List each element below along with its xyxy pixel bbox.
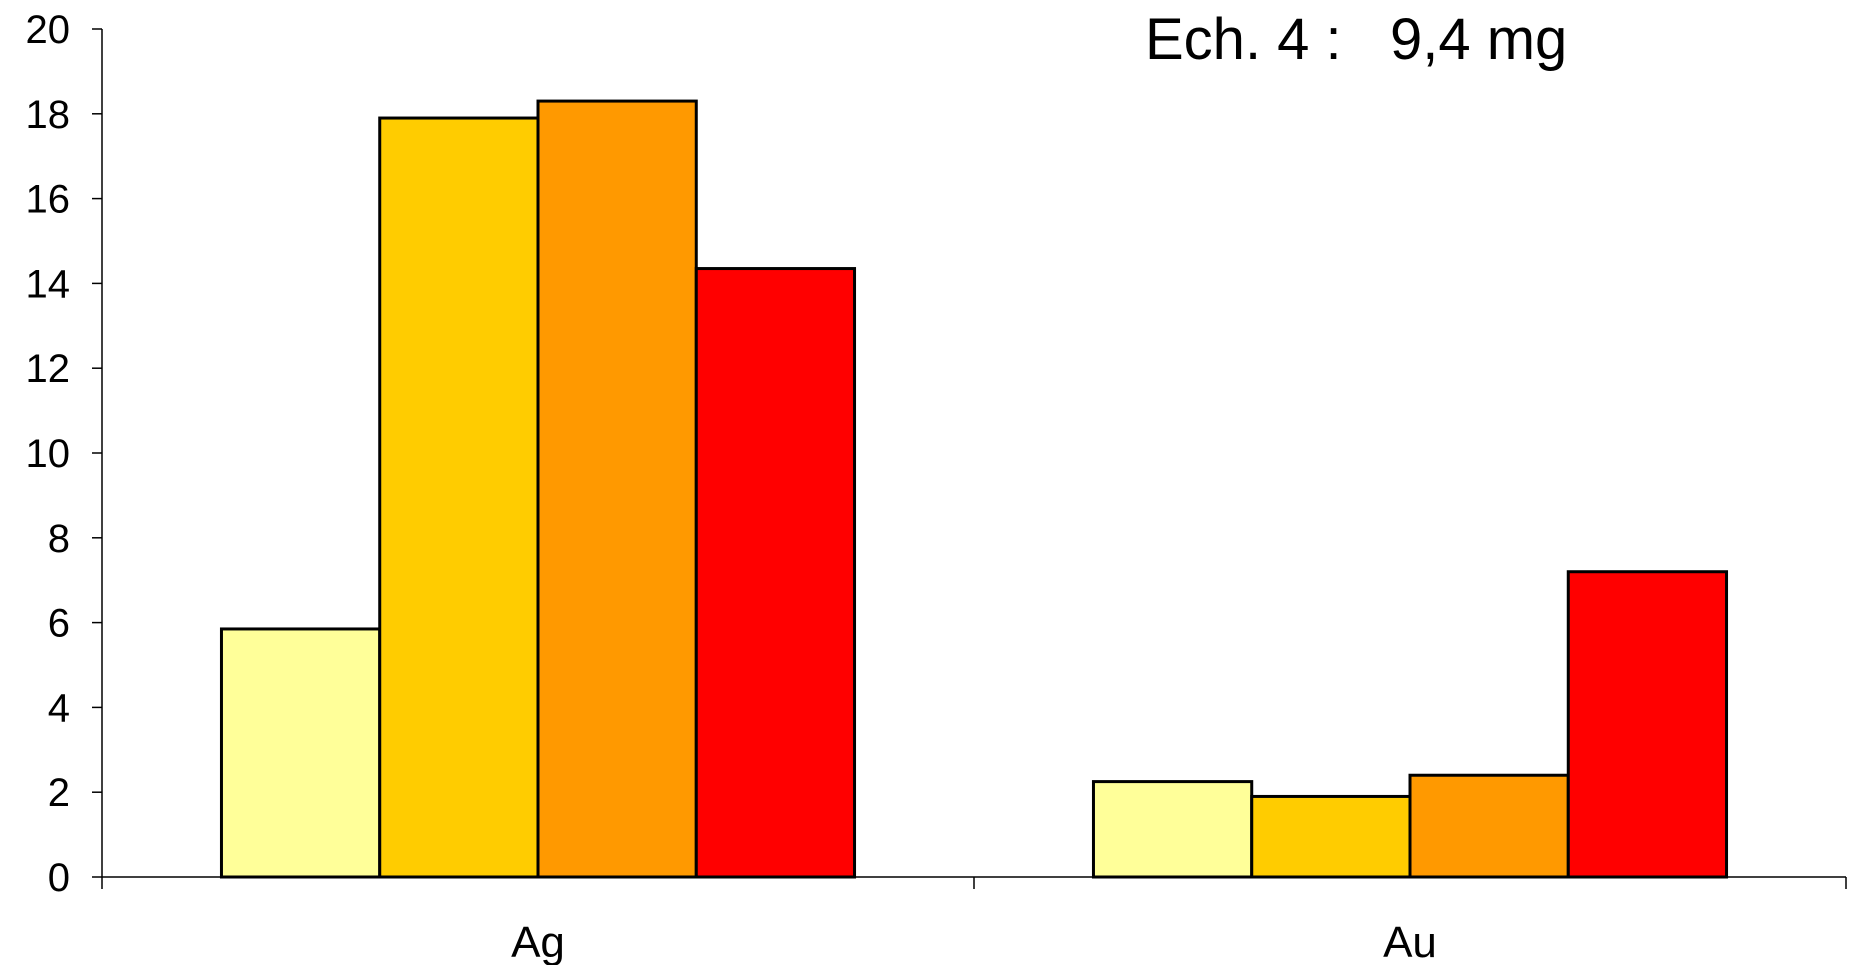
y-tick-label: 12: [26, 347, 71, 391]
y-tick-label: 6: [48, 602, 70, 646]
y-tick-label: 10: [26, 432, 71, 476]
bar-ag-series-3: [536, 99, 698, 879]
y-tick-label: 2: [48, 771, 70, 815]
x-category-label-ag: Ag: [511, 918, 565, 965]
y-tick-label: 20: [26, 8, 71, 52]
y-tick-label: 16: [26, 178, 71, 222]
y-tick-label: 18: [26, 93, 71, 137]
axes-group: 0 2 4 6 8 10 12 14 16 18 20 Ag Au: [26, 8, 1847, 965]
bar-ag-series-2: [378, 116, 540, 879]
bar-ag-series-1: [219, 627, 382, 879]
y-tick-label: 8: [48, 517, 70, 561]
y-tick-label: 4: [48, 686, 70, 730]
y-tick-label: 0: [48, 856, 70, 900]
bar-au-series-2: [1250, 794, 1412, 879]
bar-ag-series-4: [694, 267, 857, 879]
bars-group: [219, 99, 1729, 879]
x-category-label-au: Au: [1383, 918, 1437, 965]
chart-title: Ech. 4 : 9,4 mg: [1145, 7, 1567, 72]
bar-au-series-3: [1408, 773, 1570, 879]
bar-au-series-1: [1091, 780, 1254, 879]
y-tick-label: 14: [26, 262, 71, 306]
bar-au-series-4: [1566, 570, 1729, 879]
